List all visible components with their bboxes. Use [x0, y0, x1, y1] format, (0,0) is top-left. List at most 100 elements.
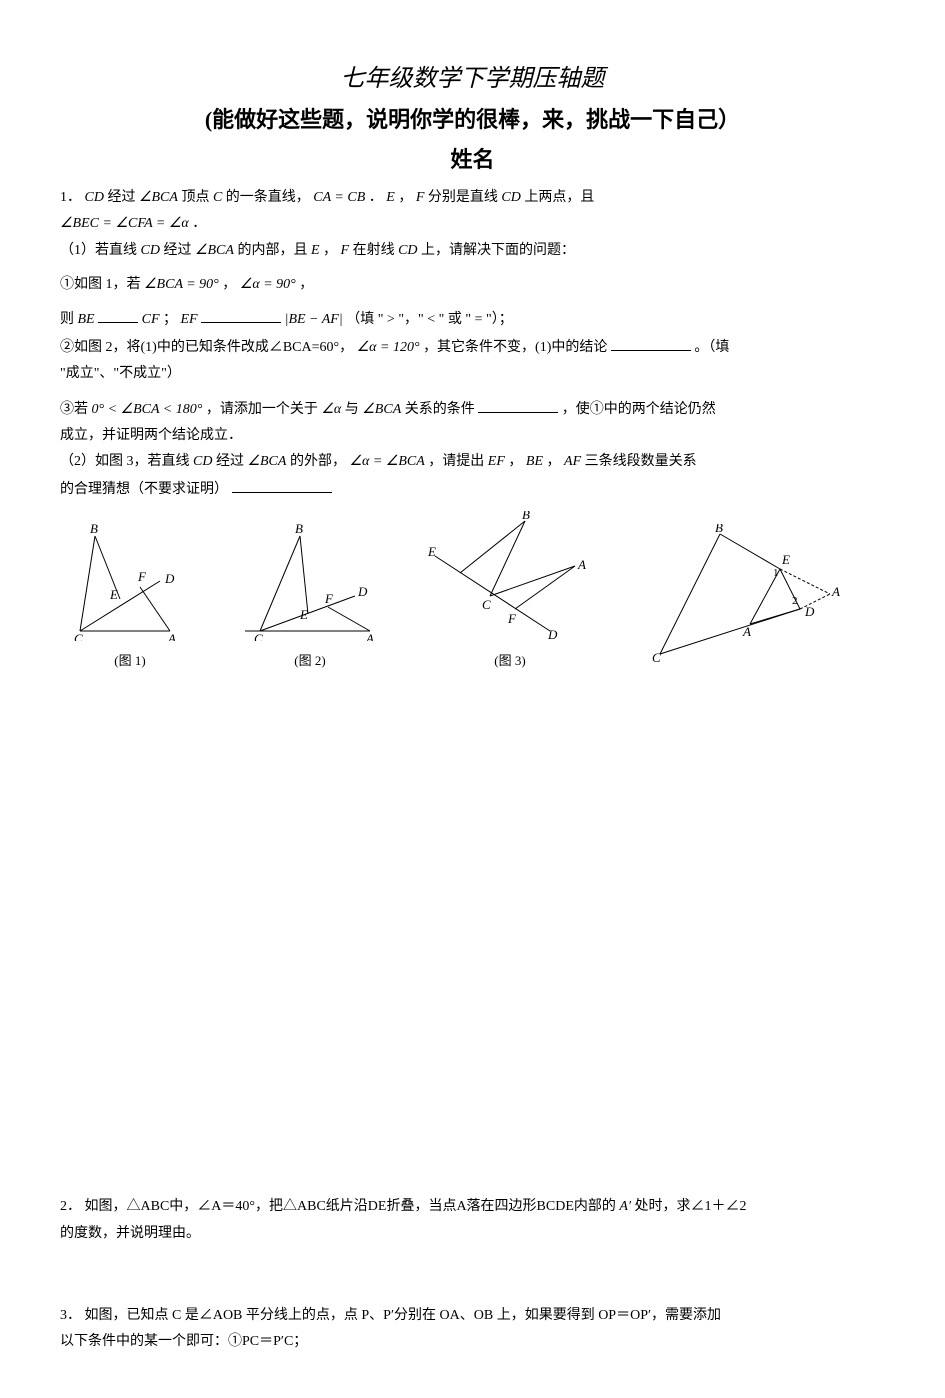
text: AF: [564, 454, 581, 469]
text: ∠α = 90°: [240, 277, 296, 292]
q3b: 以下条件中的某一个即可：①PC＝P′C；: [60, 1331, 885, 1353]
q1-angle-line: ∠BEC = ∠CFA = ∠α ．: [60, 213, 885, 235]
text: 关系的条件: [405, 402, 475, 417]
text: ，: [222, 277, 236, 292]
figure-row: B E F D C A (图 1) B E F D C A (图 2): [60, 511, 885, 672]
text: ，使①中的两个结论仍然: [562, 402, 716, 417]
text: 顶点: [181, 190, 209, 205]
text: C: [213, 190, 222, 205]
q1-sub3: ③若 0° < ∠BCA < 180° ，请添加一个关于 ∠α 与 ∠BCA 关…: [60, 398, 885, 421]
text: 上，请解决下面的问题：: [421, 243, 575, 258]
q3: 3． 如图，已知点 C 是∠AOB 平分线上的点，点 P、P′分别在 OA、OB…: [60, 1305, 885, 1327]
q1-part2: （2）如图 3，若直线 CD 经过 ∠BCA 的外部， ∠α = ∠BCA ，请…: [60, 451, 885, 473]
text: ，: [299, 277, 313, 292]
text: F: [341, 243, 350, 258]
label-A: A: [365, 631, 374, 641]
text: 经过: [107, 190, 135, 205]
text: ．: [369, 190, 383, 205]
q1-part1: （1）若直线 CD 经过 ∠BCA 的内部，且 E ， F 在射线 CD 上，请…: [60, 240, 885, 262]
name-label: 姓名: [60, 142, 885, 177]
blank: [201, 308, 281, 323]
text: CF: [142, 312, 160, 327]
figure-4: B C E D A A 1 2: [630, 524, 840, 672]
label-D: D: [804, 604, 815, 619]
text: 则: [60, 312, 74, 327]
text: CD: [193, 454, 212, 469]
text: ②如图 2，将(1)中的已知条件改成∠BCA=60°，: [60, 340, 353, 355]
text: BE: [526, 454, 543, 469]
text: ，: [323, 243, 337, 258]
text: BE: [78, 312, 95, 327]
label-A: A: [577, 557, 586, 572]
blank: [478, 398, 558, 413]
text: 的度数，并说明理由。: [60, 1226, 200, 1241]
text: 。（填: [694, 340, 729, 355]
text: ∠BCA: [362, 402, 401, 417]
label-A2: A: [831, 584, 840, 599]
blank: [232, 478, 332, 493]
text: 成立，并证明两个结论成立．: [60, 428, 242, 443]
figure-2-caption: (图 2): [230, 651, 390, 672]
text: ∠BCA: [139, 190, 178, 205]
figure-1-caption: (图 1): [60, 651, 200, 672]
text: 分别是直线: [428, 190, 498, 205]
text: EF: [488, 454, 505, 469]
text: CD: [141, 243, 160, 258]
q1-sub1-line2: 则 BE CF ； EF |BE − AF| （填 " > "，" < " 或 …: [60, 308, 885, 331]
figure-1-svg: B E F D C A: [60, 521, 200, 641]
label-E: E: [299, 607, 308, 622]
figure-3-svg: B E A C F D: [420, 511, 600, 641]
text: ，请添加一个关于: [206, 402, 318, 417]
text: F: [416, 190, 425, 205]
text: ∠α: [321, 402, 341, 417]
text: 与: [345, 402, 359, 417]
text: E: [311, 243, 320, 258]
spacing: [60, 672, 885, 1192]
text: ∠α = 120°: [357, 340, 420, 355]
q3-number: 3．: [60, 1308, 81, 1323]
text: 的一条直线，: [226, 190, 310, 205]
label-C: C: [74, 631, 83, 641]
blank: [611, 336, 691, 351]
text: A′: [619, 1199, 631, 1214]
text: 处时，求∠1＋∠2: [635, 1199, 747, 1214]
text: EF: [181, 312, 198, 327]
q1-intro: 1． CD 经过 ∠BCA 顶点 C 的一条直线， CA = CB ． E ， …: [60, 187, 885, 209]
text: 经过: [163, 243, 191, 258]
q2-number: 2．: [60, 1199, 81, 1214]
label-D: D: [357, 584, 368, 599]
figure-2: B E F D C A (图 2): [230, 521, 390, 672]
text: ，: [547, 454, 561, 469]
figure-3: B E A C F D (图 3): [420, 511, 600, 672]
text: 0° < ∠BCA < 180°: [92, 402, 203, 417]
label-1: 1: [773, 567, 779, 579]
text: ∠BCA: [247, 454, 286, 469]
q2b: 的度数，并说明理由。: [60, 1223, 885, 1245]
label-C: C: [482, 597, 491, 612]
text: 的内部，且: [237, 243, 307, 258]
label-E: E: [109, 587, 118, 602]
q1-part2b: 的合理猜想（不要求证明）: [60, 478, 885, 501]
label-B: B: [295, 521, 303, 536]
text: CD: [85, 190, 104, 205]
label-B: B: [715, 524, 723, 535]
text: 三条线段数量关系: [585, 454, 697, 469]
q1-number: 1．: [60, 190, 81, 205]
text: |BE − AF|: [285, 312, 343, 327]
figure-3-caption: (图 3): [420, 651, 600, 672]
label-D: D: [164, 571, 175, 586]
text: （2）如图 3，若直线: [60, 454, 190, 469]
text: "成立"、"不成立"）: [60, 366, 181, 381]
q1-sub1-line1: ①如图 1，若 ∠BCA = 90° ， ∠α = 90° ，: [60, 274, 885, 296]
text: 的合理猜想（不要求证明）: [60, 482, 228, 497]
text: 的外部，: [290, 454, 346, 469]
label-C: C: [254, 631, 263, 641]
text: ①如图 1，若: [60, 277, 141, 292]
doc-subtitle: (能做好这些题，说明你学的很棒，来，挑战一下自己）: [60, 102, 885, 137]
text: 如图，△ABC中，∠A＝40°，把△ABC纸片沿DE折叠，当点A落在四边形BCD…: [85, 1199, 616, 1214]
label-A: A: [167, 631, 176, 641]
text: ，其它条件不变，(1)中的结论: [423, 340, 607, 355]
figure-2-svg: B E F D C A: [230, 521, 390, 641]
text: ．: [192, 216, 206, 231]
text: CD: [501, 190, 520, 205]
